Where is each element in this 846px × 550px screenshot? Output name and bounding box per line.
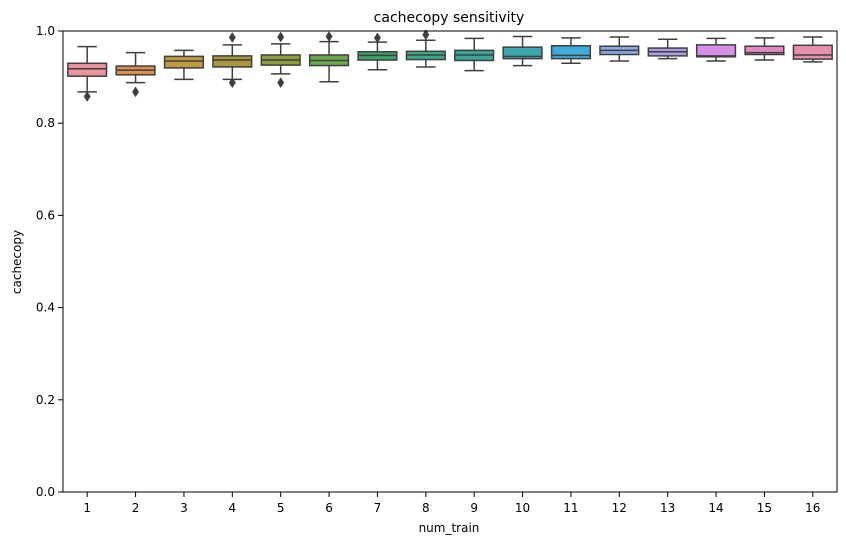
- outlier-point: [228, 77, 236, 89]
- x-tick-label: 8: [422, 501, 430, 515]
- x-tick-label: 1: [83, 501, 91, 515]
- y-tick-label: 0.4: [36, 301, 55, 315]
- box: [163, 55, 205, 69]
- box-series-3: [163, 49, 205, 81]
- axes: 0.00.20.40.60.81.01 2 3 4 5 6 7 8 9 10 11 12 13 14 15 1…: [36, 24, 838, 515]
- box-series-13: [647, 38, 688, 60]
- x-tick-label: 5: [277, 501, 285, 515]
- box: [212, 55, 253, 68]
- y-tick-label: 0.0: [36, 485, 55, 499]
- outlier-point: [422, 29, 430, 41]
- outlier-point: [373, 32, 381, 44]
- box-series-6: [308, 31, 350, 83]
- x-tick-label: 4: [228, 501, 236, 515]
- outlier-point: [228, 31, 236, 43]
- y-tick-label: 0.2: [36, 393, 55, 407]
- outlier-point: [277, 77, 285, 89]
- plot-frame: [62, 30, 838, 493]
- y-axis-label: cachecopy: [10, 230, 24, 294]
- y-tick-label: 0.8: [36, 116, 55, 130]
- x-tick-label: 2: [132, 501, 140, 515]
- box: [67, 62, 108, 77]
- box-series-16: [792, 36, 833, 63]
- box-series-4: [212, 31, 253, 89]
- box-series-7: [357, 32, 398, 71]
- y-tick-label: 1.0: [36, 24, 55, 38]
- outlier-point: [83, 90, 91, 102]
- x-tick-label: 6: [325, 501, 333, 515]
- box-series-5: [260, 31, 301, 89]
- box-series-2: [115, 51, 156, 98]
- x-tick-label: 3: [180, 501, 188, 515]
- outlier-point: [132, 86, 140, 98]
- box: [502, 46, 543, 60]
- x-tick-label: 15: [757, 501, 772, 515]
- box-series-14: [695, 37, 737, 62]
- x-tick-label: 13: [660, 501, 675, 515]
- x-axis-label: num_train: [419, 521, 480, 535]
- box-series-10: [502, 35, 543, 67]
- x-tick-label: 11: [563, 501, 578, 515]
- box: [744, 45, 785, 56]
- outlier-point: [325, 31, 333, 42]
- x-tick-label: 16: [805, 501, 820, 515]
- box: [792, 44, 833, 60]
- box: [550, 45, 592, 60]
- box-series-12: [599, 36, 640, 62]
- x-tick-label: 9: [470, 501, 478, 515]
- x-tick-label: 10: [515, 501, 530, 515]
- box: [695, 44, 737, 58]
- x-tick-label: 7: [374, 501, 382, 515]
- box-series-8: [405, 29, 446, 68]
- plot-area: [67, 29, 833, 102]
- x-tick-label: 14: [708, 501, 723, 515]
- box-series-15: [744, 37, 785, 61]
- y-tick-label: 0.6: [36, 208, 55, 222]
- outlier-point: [277, 31, 285, 43]
- chart-title: cachecopy sensitivity: [374, 10, 525, 26]
- x-tick-label: 12: [612, 501, 627, 515]
- box-series-9: [454, 37, 495, 72]
- box-series-11: [550, 37, 592, 65]
- box-series-1: [67, 45, 108, 102]
